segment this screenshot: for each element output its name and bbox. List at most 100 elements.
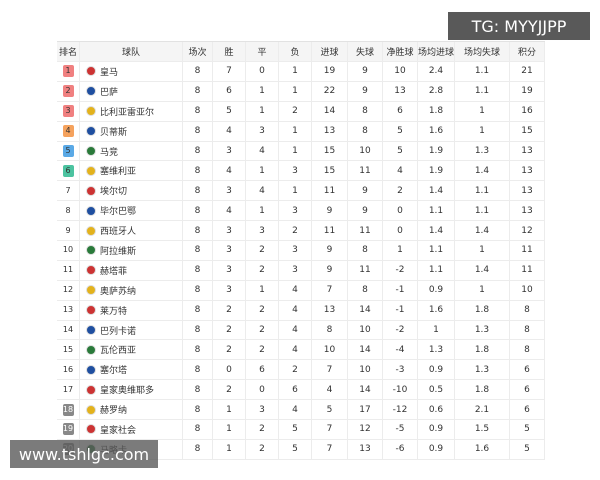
stat-cell: 2 xyxy=(213,320,246,340)
table-row: 16 塞尔塔 8 0 6 2 7 10 -3 0.9 1.3 6 xyxy=(57,360,545,381)
stat-cell: 8 xyxy=(348,121,383,141)
table-row: 9 西班牙人 8 3 3 2 11 11 0 1.4 1.4 12 xyxy=(57,221,545,242)
team-name: 阿拉维斯 xyxy=(100,246,137,257)
stat-cell: 8 xyxy=(183,221,213,241)
rank-cell: 2 xyxy=(57,81,80,101)
table-row: 1 皇马 8 7 0 1 19 9 10 2.4 1.1 21 xyxy=(57,62,545,82)
stat-cell: 14 xyxy=(348,340,383,360)
stat-cell: 13 xyxy=(312,300,348,320)
team-cell: 西班牙人 xyxy=(80,221,183,241)
team-name: 奥萨苏纳 xyxy=(100,286,137,297)
stat-cell: 1.8 xyxy=(455,300,510,320)
team-logo xyxy=(86,185,96,196)
stat-cell: 19 xyxy=(510,81,545,101)
stat-cell: 6 xyxy=(383,101,418,121)
header-row: 排名 球队 场次胜平负进球 失球 净胜球 场均进球 场均失球 积分 xyxy=(57,42,545,62)
stat-cell: 8 xyxy=(183,360,213,380)
rank: 14 xyxy=(62,325,74,335)
rank-cell: 19 xyxy=(57,420,80,439)
stat-cell: -2 xyxy=(383,320,418,340)
watermark: TG: MYYJJPP xyxy=(448,12,590,40)
stat-cell: 8 xyxy=(183,420,213,439)
stat-cell: 0 xyxy=(246,380,279,400)
header-cell: 积分 xyxy=(510,42,545,61)
stat-cell: 13 xyxy=(510,201,545,221)
team-logo xyxy=(86,205,96,216)
stat-cell: 1 xyxy=(279,121,312,141)
stat-cell: 10 xyxy=(348,360,383,380)
team-logo xyxy=(86,86,96,97)
team-name: 瓦伦西亚 xyxy=(100,346,137,357)
stat-cell: 4 xyxy=(279,340,312,360)
stat-cell: 7 xyxy=(312,439,348,459)
team-cell: 塞维利亚 xyxy=(80,161,183,181)
stat-cell: 13 xyxy=(383,81,418,101)
rank-cell: 16 xyxy=(57,360,80,380)
stat-cell: 9 xyxy=(348,81,383,101)
team-logo xyxy=(86,404,96,415)
stat-cell: 7 xyxy=(312,360,348,380)
stat-cell: 22 xyxy=(312,81,348,101)
stat-cell: 4 xyxy=(279,320,312,340)
stat-cell: 3 xyxy=(213,141,246,161)
team-cell: 莱万特 xyxy=(80,300,183,320)
stat-cell: 15 xyxy=(312,161,348,181)
stat-cell: 5 xyxy=(383,121,418,141)
stat-cell: -12 xyxy=(383,400,418,420)
stat-cell: 2 xyxy=(213,300,246,320)
header-cell: 场均进球 xyxy=(418,42,455,61)
rank: 5 xyxy=(62,145,74,157)
team-logo xyxy=(86,265,96,276)
rank: 8 xyxy=(65,205,71,215)
stat-cell: 4 xyxy=(213,201,246,221)
stat-cell: 1.9 xyxy=(418,141,455,161)
stat-cell: 2 xyxy=(246,420,279,439)
team-cell: 比利亚雷亚尔 xyxy=(80,101,183,121)
rank: 10 xyxy=(62,245,74,255)
stat-cell: 2 xyxy=(279,360,312,380)
stat-cell: 8 xyxy=(183,260,213,280)
stat-cell: 13 xyxy=(312,121,348,141)
team-cell: 奥萨苏纳 xyxy=(80,280,183,300)
rank-cell: 12 xyxy=(57,280,80,300)
stat-cell: 0.9 xyxy=(418,439,455,459)
rank-cell: 9 xyxy=(57,221,80,241)
stat-cell: 2 xyxy=(213,380,246,400)
header-cell: 球队 xyxy=(80,42,183,61)
stat-cell: 15 xyxy=(510,121,545,141)
rank: 13 xyxy=(62,305,74,315)
team-cell: 皇家奥维耶多 xyxy=(80,380,183,400)
stat-cell: 2 xyxy=(246,439,279,459)
stat-cell: 3 xyxy=(213,280,246,300)
stat-cell: 2 xyxy=(246,241,279,260)
stat-cell: 1.3 xyxy=(455,360,510,380)
team-cell: 巴萨 xyxy=(80,81,183,101)
rank: 17 xyxy=(62,384,74,394)
stat-cell: 12 xyxy=(510,221,545,241)
stat-cell: 2 xyxy=(383,181,418,201)
stat-cell: 10 xyxy=(383,62,418,81)
team-name: 皇家社会 xyxy=(100,425,137,436)
team-name: 西班牙人 xyxy=(100,227,137,238)
stat-cell: 3 xyxy=(279,241,312,260)
stat-cell: 3 xyxy=(246,121,279,141)
table-row: 10 阿拉维斯 8 3 2 3 9 8 1 1.1 1 11 xyxy=(57,241,545,261)
team-cell: 巴列卡诺 xyxy=(80,320,183,340)
stat-cell: 8 xyxy=(183,300,213,320)
rank-cell: 3 xyxy=(57,101,80,121)
team-logo xyxy=(86,344,96,355)
rank: 7 xyxy=(65,185,71,195)
stat-cell: 4 xyxy=(246,181,279,201)
rank-cell: 11 xyxy=(57,260,80,280)
stat-cell: 1.3 xyxy=(455,320,510,340)
stat-cell: 10 xyxy=(312,340,348,360)
stat-cell: 0.5 xyxy=(418,380,455,400)
rank: 16 xyxy=(62,364,74,374)
team-logo xyxy=(86,66,96,77)
stat-cell: 14 xyxy=(312,101,348,121)
stat-cell: 1 xyxy=(246,161,279,181)
stat-cell: 2 xyxy=(246,340,279,360)
stat-cell: 4 xyxy=(279,280,312,300)
stat-cell: 8 xyxy=(183,280,213,300)
rank-cell: 10 xyxy=(57,241,80,260)
